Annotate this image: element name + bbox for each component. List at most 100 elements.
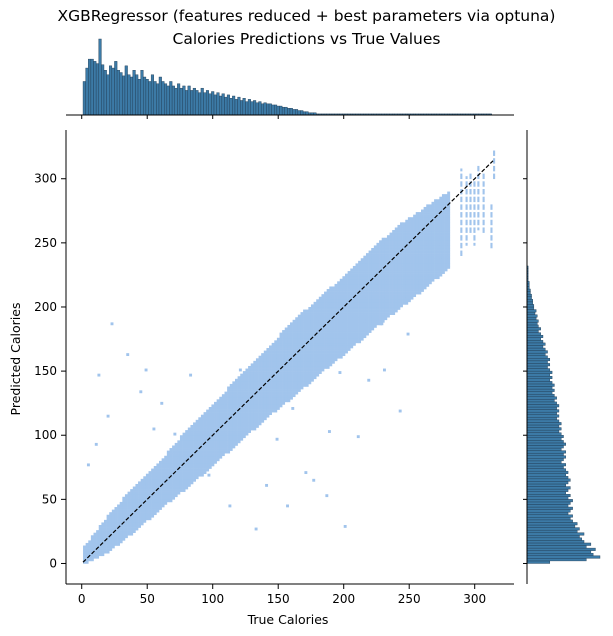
histogram-cell (329, 319, 333, 323)
histogram-cell (379, 253, 382, 256)
histogram-cell (279, 383, 283, 387)
histogram-cell (172, 450, 176, 454)
histogram-cell (253, 417, 257, 421)
histogram-cell (242, 422, 246, 426)
histogram-cell (363, 335, 367, 339)
marginal-y-bar (526, 386, 553, 390)
histogram-cell (177, 448, 181, 451)
histogram-cell (282, 401, 286, 405)
histogram-cell (428, 276, 432, 280)
histogram-cell (132, 504, 136, 508)
histogram-cell (229, 417, 233, 421)
histogram-cell (441, 227, 445, 231)
histogram-cell (172, 476, 176, 480)
histogram-cell (415, 255, 419, 259)
histogram-cell (402, 227, 406, 231)
histogram-cell (303, 381, 307, 385)
histogram-cell (360, 324, 364, 328)
histogram-cell (360, 271, 364, 274)
histogram-cell (232, 422, 236, 426)
histogram-cell (410, 253, 414, 256)
histogram-cell (389, 242, 393, 246)
histogram-cell (266, 399, 270, 403)
histogram-cell (140, 496, 144, 500)
histogram-cell (384, 317, 388, 321)
histogram-cell (287, 365, 291, 369)
histogram-cell (313, 365, 317, 369)
histogram-cell (148, 509, 152, 513)
histogram-cell (415, 265, 419, 269)
histogram-cell (279, 335, 283, 339)
outlier-cell (275, 437, 279, 441)
histogram-cell (444, 217, 448, 221)
histogram-cell (329, 348, 333, 351)
histogram-cell (282, 358, 286, 362)
histogram-cell (174, 486, 178, 490)
histogram-cell (216, 427, 220, 431)
marginal-y-bar (526, 511, 569, 515)
marginal-y-bar (526, 345, 544, 349)
histogram-cell (355, 322, 359, 326)
histogram-cell (431, 250, 435, 254)
histogram-cell (303, 342, 307, 346)
histogram-cell (360, 296, 364, 300)
histogram-cell (303, 373, 307, 377)
histogram-cell (300, 358, 304, 362)
histogram-cell (242, 396, 246, 400)
histogram-cell (389, 232, 393, 236)
histogram-cell (261, 417, 265, 421)
histogram-cell (169, 476, 173, 480)
histogram-cell (331, 312, 335, 315)
histogram-cell (394, 263, 398, 267)
histogram-cell (423, 230, 427, 233)
histogram-cell (482, 227, 485, 231)
histogram-cell (368, 278, 372, 282)
histogram-cell (313, 350, 317, 354)
marginal-x-bar (82, 81, 86, 116)
histogram-cell (318, 322, 322, 326)
histogram-cell (444, 260, 448, 264)
histogram-cell (295, 319, 299, 323)
histogram-cell (250, 414, 254, 418)
histogram-cell (151, 501, 155, 505)
histogram-cell (103, 527, 107, 531)
histogram-cell (431, 253, 435, 256)
histogram-cell (263, 373, 267, 377)
histogram-cell (392, 245, 396, 249)
histogram-cell (431, 224, 435, 228)
histogram-cell (316, 342, 320, 346)
histogram-cell (224, 401, 228, 405)
histogram-cell (282, 376, 286, 380)
histogram-cell (248, 383, 252, 387)
histogram-cell (253, 414, 257, 418)
histogram-cell (206, 442, 210, 446)
histogram-cell (376, 245, 380, 249)
histogram-cell (407, 250, 411, 254)
histogram-cell (172, 460, 176, 464)
histogram-cell (232, 396, 236, 400)
histogram-cell (85, 553, 89, 557)
histogram-cell (211, 458, 215, 462)
histogram-cell (420, 224, 424, 228)
histogram-cell (208, 448, 212, 451)
histogram-cell (444, 214, 448, 218)
histogram-cell (397, 286, 401, 290)
histogram-cell (261, 409, 265, 413)
histogram-cell (329, 309, 333, 313)
histogram-cell (117, 532, 121, 536)
histogram-cell (200, 466, 204, 469)
histogram-cell (331, 327, 335, 331)
histogram-cell (347, 283, 351, 287)
histogram-cell (381, 258, 385, 262)
histogram-cell (187, 483, 191, 487)
histogram-cell (426, 253, 430, 256)
histogram-cell (240, 417, 244, 421)
histogram-cell (106, 548, 110, 551)
histogram-cell (138, 517, 141, 521)
histogram-cell (122, 501, 126, 505)
histogram-cell (237, 391, 241, 395)
histogram-cell (127, 499, 131, 503)
histogram-cell (334, 330, 338, 333)
histogram-cell (339, 283, 343, 287)
histogram-cell (379, 250, 382, 254)
